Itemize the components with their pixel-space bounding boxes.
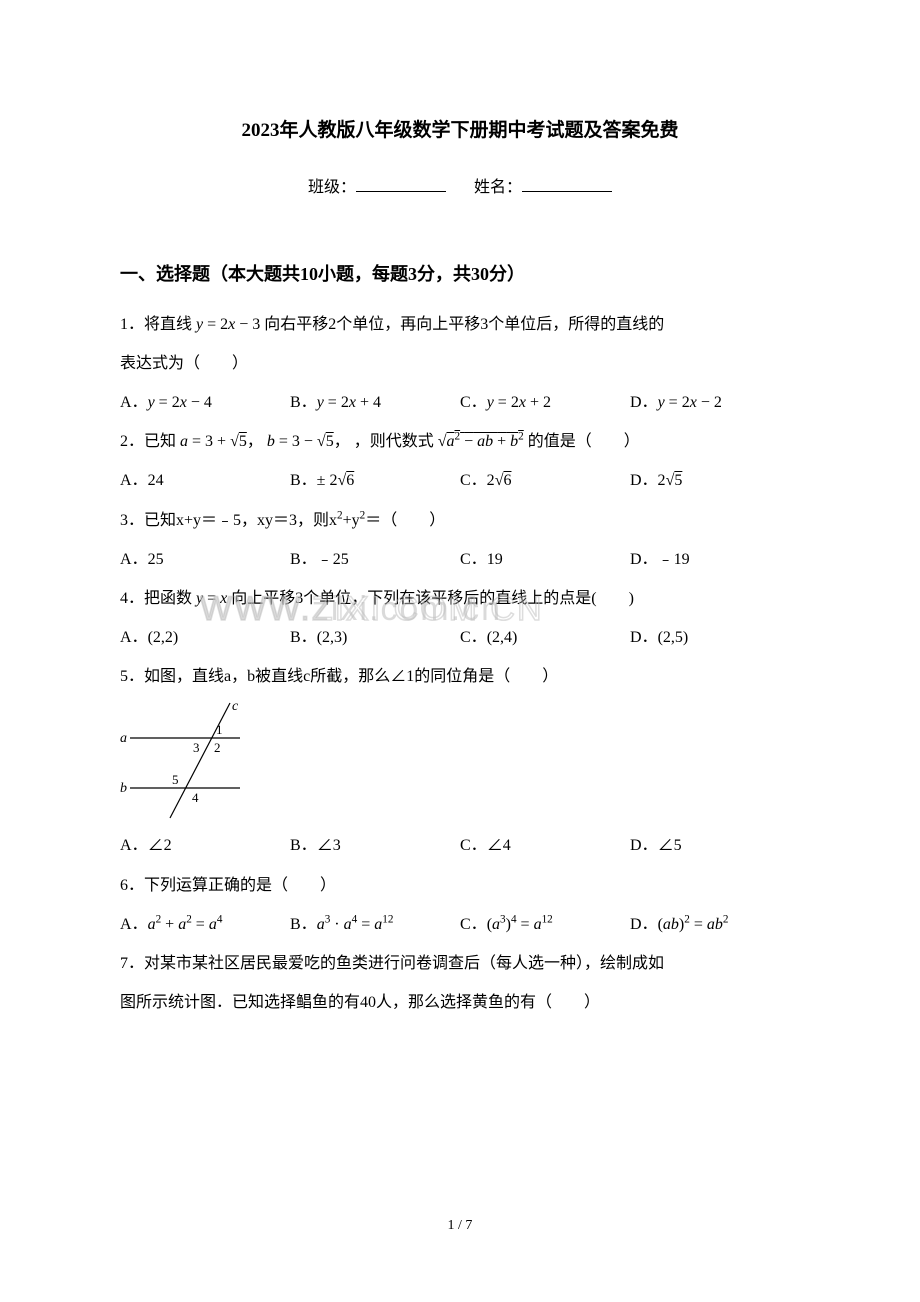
question-2: 2．已知 a = 3 + √5， b = 3 − √5， ，则代数式 √a2 −…: [120, 424, 800, 459]
q2-options: A．24 B．± 2√6 C．2√6 D．2√5: [120, 463, 800, 498]
svg-text:4: 4: [192, 790, 199, 805]
q2-opt-d: D．2√5: [630, 463, 800, 498]
q2-root: √a2 − ab + b2: [438, 433, 524, 450]
q4-post: 向上平移3个单位，下列在该平移后的直线上的点是( ): [231, 590, 634, 607]
q5-opt-d: D．∠5: [630, 828, 800, 863]
svg-text:3: 3: [193, 740, 200, 755]
q3-opt-d: D．﹣19: [630, 542, 800, 577]
q4-options: A．(2,2) B．(2,3) C．(2,4) D．(2,5): [120, 620, 800, 655]
q3-opt-b: B．﹣25: [290, 542, 460, 577]
question-6: 6．下列运算正确的是（ ）: [120, 868, 800, 903]
q2-a-expr: a = 3 + √5: [180, 433, 247, 450]
q5-opt-c: C．∠4: [460, 828, 630, 863]
q1-expr: y = 2x − 3: [196, 316, 260, 333]
svg-text:a: a: [120, 731, 127, 746]
q5-diagram: a b c 1 2 3 4 5: [120, 698, 800, 828]
student-fields: 班级： 姓名：: [120, 170, 800, 205]
q1-stem-pre: 1．将直线: [120, 316, 192, 333]
q2-opt-b: B．± 2√6: [290, 463, 460, 498]
q3-opt-a: A．25: [120, 542, 290, 577]
q2-mid: ，则代数式: [354, 433, 434, 450]
q1-opt-c: C．y = 2x + 2: [460, 385, 630, 420]
q1-opt-a: A．y = 2x − 4: [120, 385, 290, 420]
q5-opt-a: A．∠2: [120, 828, 290, 863]
q4-pre: 4．把函数: [120, 590, 192, 607]
name-label: 姓名：: [474, 179, 522, 196]
q1-opt-b: B．y = 2x + 4: [290, 385, 460, 420]
q2-pre: 2．已知: [120, 433, 176, 450]
q1-opt-d: D．y = 2x − 2: [630, 385, 800, 420]
svg-text:b: b: [120, 781, 127, 796]
question-4: 4．把函数 y = x 向上平移3个单位，下列在该平移后的直线上的点是( ): [120, 581, 800, 616]
q1-stem-mid: 向右平移2个单位，再向上平移3个单位后，所得的直线的: [264, 316, 664, 333]
svg-text:5: 5: [172, 772, 179, 787]
q1-stem-line2: 表达式为（ ）: [120, 346, 800, 381]
q4-opt-b: B．(2,3): [290, 620, 460, 655]
q2-opt-a: A．24: [120, 463, 290, 498]
q2-b-expr: b = 3 − √5: [267, 433, 334, 450]
q6-options: A．a2 + a2 = a4 B．a3 · a4 = a12 C．(a3)4 =…: [120, 907, 800, 942]
q5-opt-b: B．∠3: [290, 828, 460, 863]
q1-options: A．y = 2x − 4 B．y = 2x + 4 C．y = 2x + 2 D…: [120, 385, 800, 420]
q4-opt-a: A．(2,2): [120, 620, 290, 655]
question-3: 3．已知x+y＝﹣5，xy＝3，则x2+y2＝（ ）: [120, 503, 800, 538]
svg-text:c: c: [232, 699, 239, 714]
name-blank[interactable]: [522, 172, 612, 192]
question-7-line1: 7．对某市某社区居民最爱吃的鱼类进行问卷调查后（每人选一种），绘制成如: [120, 946, 800, 981]
q3-opt-c: C．19: [460, 542, 630, 577]
q2-post: 的值是（ ）: [528, 433, 640, 450]
q2-comma2: ，: [334, 433, 350, 450]
class-label: 班级：: [308, 179, 356, 196]
class-blank[interactable]: [356, 172, 446, 192]
q4-opt-c: C．(2,4): [460, 620, 630, 655]
svg-text:1: 1: [216, 722, 223, 737]
q6-opt-b: B．a3 · a4 = a12: [290, 907, 460, 942]
q5-options: A．∠2 B．∠3 C．∠4 D．∠5: [120, 828, 800, 863]
q3-options: A．25 B．﹣25 C．19 D．﹣19: [120, 542, 800, 577]
svg-text:2: 2: [214, 740, 221, 755]
q2-opt-c: C．2√6: [460, 463, 630, 498]
section-1-heading: 一、选择题（本大题共10小题，每题3分，共30分）: [120, 255, 800, 295]
q4-opt-d: D．(2,5): [630, 620, 800, 655]
question-7-line2: 图所示统计图．已知选择鲳鱼的有40人，那么选择黄鱼的有（ ）: [120, 985, 800, 1020]
exam-title: 2023年人教版八年级数学下册期中考试题及答案免费: [120, 110, 800, 152]
question-1: 1．将直线 y = 2x − 3 向右平移2个单位，再向上平移3个单位后，所得的…: [120, 307, 800, 342]
q6-opt-c: C．(a3)4 = a12: [460, 907, 630, 942]
q2-comma1: ，: [247, 433, 263, 450]
q6-opt-d: D．(ab)2 = ab2: [630, 907, 800, 942]
q4-expr: y = x: [196, 590, 231, 607]
question-5: 5．如图，直线a，b被直线c所截，那么∠1的同位角是（ ）: [120, 659, 800, 694]
page-footer: 1 / 7: [0, 1211, 920, 1242]
q6-opt-a: A．a2 + a2 = a4: [120, 907, 290, 942]
